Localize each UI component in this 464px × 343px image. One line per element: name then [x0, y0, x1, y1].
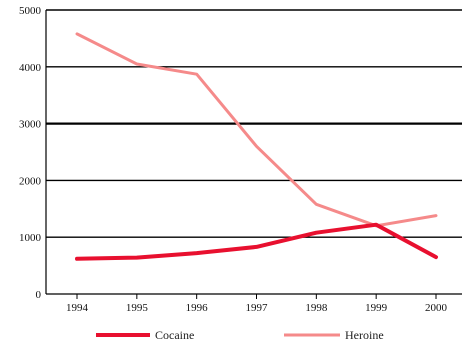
y-tick-label: 2000	[19, 175, 42, 187]
y-tick-label: 3000	[19, 119, 42, 131]
x-tick-label: 1999	[365, 302, 388, 314]
x-tick-label: 1997	[246, 302, 269, 314]
y-tick-label: 4000	[19, 62, 42, 74]
legend: Cocaine Heroine	[96, 328, 384, 342]
legend-label-cocaine: Cocaine	[155, 328, 194, 342]
x-axis-ticks: 1994 1995 1996 1997 1998 1999 2000	[66, 294, 448, 314]
x-tick-label: 1994	[66, 302, 89, 314]
legend-label-heroine: Heroine	[345, 328, 384, 342]
x-tick-label: 1996	[186, 302, 209, 314]
y-tick-label: 1000	[19, 232, 42, 244]
y-tick-label: 0	[36, 289, 42, 301]
x-tick-label: 1998	[305, 302, 328, 314]
series-line-heroine	[75, 32, 438, 228]
y-tick-label: 5000	[19, 5, 42, 17]
x-tick-label: 1995	[126, 302, 149, 314]
series-line-cocaine	[75, 222, 438, 261]
axes	[45, 10, 462, 295]
y-axis-ticks: 0 1000 2000 3000 4000 5000	[19, 5, 42, 301]
series-lines	[75, 32, 438, 261]
x-tick-label: 2000	[425, 302, 448, 314]
gridlines	[46, 9, 462, 238]
